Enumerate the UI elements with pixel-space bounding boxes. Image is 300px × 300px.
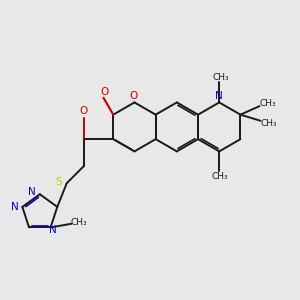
Text: O: O bbox=[80, 106, 88, 116]
Text: O: O bbox=[100, 87, 109, 97]
Text: CH₃: CH₃ bbox=[212, 172, 228, 181]
Text: CH₃: CH₃ bbox=[70, 218, 87, 227]
Text: CH₃: CH₃ bbox=[213, 73, 230, 82]
Text: N: N bbox=[28, 187, 36, 197]
Text: N: N bbox=[215, 91, 223, 100]
Text: O: O bbox=[129, 91, 137, 100]
Text: CH₃: CH₃ bbox=[260, 99, 276, 108]
Text: S: S bbox=[56, 177, 62, 187]
Text: CH₃: CH₃ bbox=[261, 119, 278, 128]
Text: N: N bbox=[11, 202, 18, 212]
Text: N: N bbox=[49, 225, 56, 235]
